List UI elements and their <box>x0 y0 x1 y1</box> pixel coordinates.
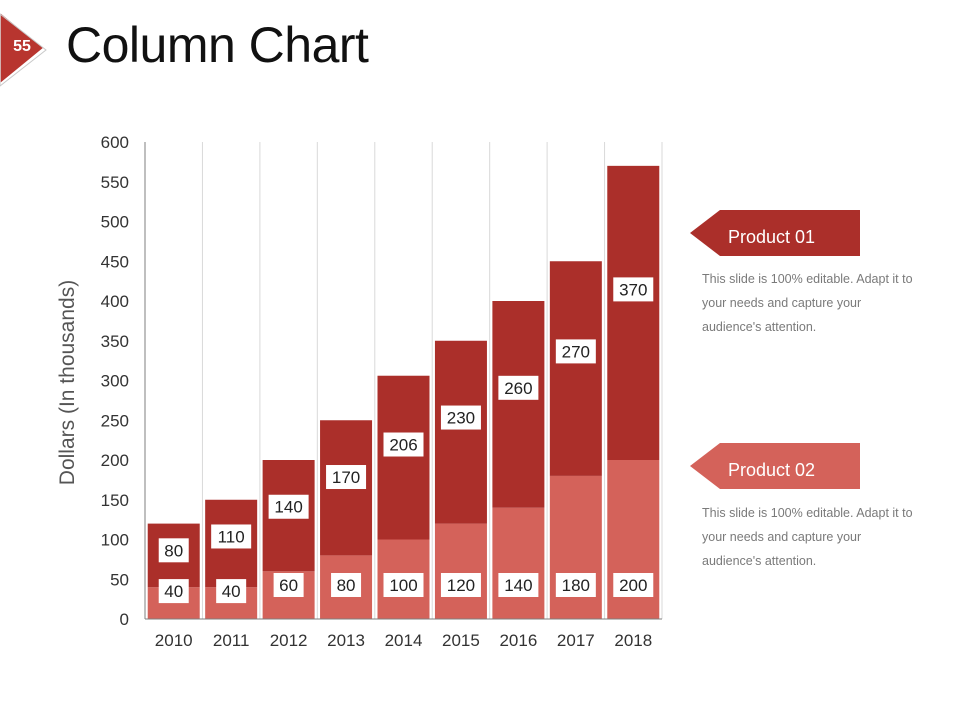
data-label-text: 230 <box>447 409 475 428</box>
x-tick-label: 2013 <box>327 631 365 650</box>
data-label-text: 40 <box>222 582 241 601</box>
data-label-box <box>158 579 189 604</box>
data-label-text: 60 <box>279 576 298 595</box>
x-tick-label: 2010 <box>155 631 193 650</box>
data-label-text: 206 <box>389 436 417 455</box>
data-label: 270 <box>555 339 596 364</box>
y-tick-label: 350 <box>101 332 129 351</box>
x-tick-label: 2018 <box>614 631 652 650</box>
bar-product01-2015 <box>434 340 487 524</box>
data-label: 370 <box>613 277 654 302</box>
data-label: 40 <box>216 579 247 604</box>
data-label: 80 <box>158 538 189 563</box>
legend-product01-arrow <box>690 210 860 256</box>
data-label: 40 <box>158 579 189 604</box>
bar-product02-2017 <box>549 475 602 619</box>
data-label-box <box>268 494 309 519</box>
data-label: 120 <box>440 573 481 597</box>
data-label: 80 <box>331 573 362 597</box>
legend-product01-description: This slide is 100% editable. Adapt it to… <box>702 272 913 334</box>
y-tick-label: 500 <box>101 213 129 232</box>
data-label-box <box>440 405 481 430</box>
x-tick-label: 2015 <box>442 631 480 650</box>
bar-product01-2018 <box>607 165 660 460</box>
data-label-box <box>555 339 596 364</box>
data-label-box <box>326 465 367 490</box>
y-tick-label: 550 <box>101 173 129 192</box>
data-label-text: 260 <box>504 379 532 398</box>
data-label-text: 200 <box>619 576 647 595</box>
y-tick-label: 200 <box>101 451 129 470</box>
data-label: 200 <box>613 573 654 597</box>
bar-product01-2014 <box>377 375 430 540</box>
legend-product02-arrow <box>690 443 860 489</box>
data-label: 180 <box>555 573 596 597</box>
data-label: 260 <box>498 375 539 400</box>
bar-product01-2016 <box>492 301 545 508</box>
data-label: 140 <box>498 573 539 597</box>
data-label-text: 100 <box>389 576 417 595</box>
data-label: 110 <box>211 524 252 549</box>
y-tick-label: 250 <box>101 411 129 430</box>
x-tick-label: 2017 <box>557 631 595 650</box>
y-tick-label: 150 <box>101 491 129 510</box>
data-label-box <box>555 573 596 597</box>
data-labels: 40 80 40 110 60 140 80 170 100 206 120 230 140 260 180… <box>158 277 654 604</box>
slide-title: Column Chart <box>66 17 369 73</box>
slide-number-badge <box>0 12 47 87</box>
x-tick-label: 2011 <box>213 631 250 650</box>
y-tick-label: 100 <box>101 531 129 550</box>
data-label: 60 <box>273 573 304 597</box>
data-label-text: 40 <box>164 582 183 601</box>
data-label-box <box>440 573 481 597</box>
bar-product01-2017 <box>549 261 602 476</box>
data-label: 140 <box>268 494 309 519</box>
data-label-box <box>273 573 304 597</box>
data-label-text: 180 <box>562 576 590 595</box>
data-label-box <box>498 375 539 400</box>
bar-product02-2015 <box>434 523 487 619</box>
data-label: 100 <box>383 573 424 597</box>
y-tick-label: 50 <box>110 570 129 589</box>
data-label-text: 80 <box>164 541 183 560</box>
data-label: 170 <box>326 465 367 490</box>
data-label-text: 370 <box>619 280 647 299</box>
x-tick-label: 2014 <box>385 631 423 650</box>
data-label-text: 270 <box>562 342 590 361</box>
data-label-box <box>613 277 654 302</box>
y-axis-title: Dollars (In thousands) <box>56 280 79 485</box>
data-label-box <box>383 432 424 457</box>
data-label-text: 140 <box>504 576 532 595</box>
data-label-box <box>613 573 654 597</box>
axes: 0 50 100 150 200 250 300 350 400 450 500 550 600 Doll… <box>56 133 662 650</box>
data-label: 230 <box>440 405 481 430</box>
data-label-text: 120 <box>447 576 475 595</box>
data-label-text: 80 <box>337 576 356 595</box>
data-label-box <box>383 573 424 597</box>
gridlines <box>144 142 663 619</box>
y-tick-label: 300 <box>101 372 129 391</box>
data-label-box <box>216 579 247 604</box>
data-label-text: 140 <box>274 498 302 517</box>
data-label: 206 <box>383 432 424 457</box>
data-label-box <box>211 524 252 549</box>
slide-number: 55 <box>13 38 31 55</box>
legend-product02-description: This slide is 100% editable. Adapt it to… <box>702 506 913 568</box>
data-label-text: 110 <box>218 527 245 546</box>
y-tick-label: 600 <box>101 133 129 152</box>
y-tick-label: 450 <box>101 252 129 271</box>
x-tick-label: 2012 <box>270 631 308 650</box>
data-label-box <box>158 538 189 563</box>
data-label-text: 170 <box>332 468 360 487</box>
data-label-box <box>498 573 539 597</box>
legend-product02-label: Product 02 <box>728 460 816 480</box>
legend-product01-label: Product 01 <box>728 227 816 247</box>
y-tick-label: 400 <box>101 292 129 311</box>
y-tick-label: 0 <box>120 610 129 629</box>
bars <box>147 165 660 619</box>
data-label-box <box>331 573 362 597</box>
bar-product02-2016 <box>492 507 545 619</box>
x-tick-label: 2016 <box>499 631 537 650</box>
